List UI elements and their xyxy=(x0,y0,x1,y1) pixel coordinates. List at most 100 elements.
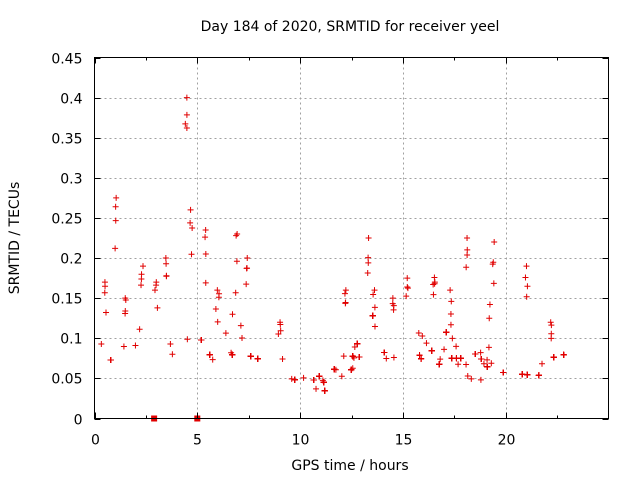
data-point xyxy=(381,349,388,356)
x-axis-label: GPS time / hours xyxy=(291,458,408,474)
data-point xyxy=(291,376,298,383)
data-point xyxy=(229,351,236,358)
data-point xyxy=(239,334,246,341)
data-point xyxy=(107,356,114,363)
data-point xyxy=(187,206,194,213)
data-point xyxy=(356,354,363,361)
data-point xyxy=(491,239,498,246)
data-point xyxy=(277,327,284,334)
data-point xyxy=(103,309,110,316)
data-point xyxy=(423,340,430,347)
data-point xyxy=(184,336,191,343)
data-point xyxy=(254,355,261,362)
data-point xyxy=(316,373,323,380)
data-point xyxy=(122,296,129,303)
data-point xyxy=(489,261,496,268)
data-point xyxy=(550,354,557,361)
data-point xyxy=(120,343,127,350)
chart-title: Day 184 of 2020, SRMTID for receiver yee… xyxy=(201,19,500,35)
data-point xyxy=(448,355,455,362)
data-point xyxy=(441,346,448,353)
data-point xyxy=(464,235,471,241)
data-point xyxy=(138,282,145,289)
data-point xyxy=(183,125,190,132)
data-point xyxy=(332,366,339,373)
data-point xyxy=(430,281,437,288)
data-point xyxy=(310,376,317,383)
data-point xyxy=(464,252,471,259)
data-point xyxy=(404,283,411,290)
data-point xyxy=(212,306,219,313)
data-point xyxy=(453,343,460,350)
data-point xyxy=(153,282,160,289)
data-point xyxy=(182,120,189,127)
data-point xyxy=(237,322,244,329)
data-point xyxy=(351,343,358,350)
data-point xyxy=(430,291,437,298)
data-point xyxy=(447,287,454,294)
axis-ticks xyxy=(94,57,609,420)
y-tick-label: 0.15 xyxy=(51,292,82,308)
data-point xyxy=(187,219,194,226)
data-point xyxy=(539,360,546,367)
data-point xyxy=(102,283,109,290)
data-point xyxy=(477,376,484,383)
data-point xyxy=(331,366,338,373)
data-point xyxy=(371,304,378,311)
data-point xyxy=(300,374,307,381)
data-point xyxy=(447,321,454,328)
data-point xyxy=(169,351,176,358)
data-point xyxy=(140,263,147,270)
y-tick-label: 0.25 xyxy=(51,212,82,228)
data-point xyxy=(522,274,529,281)
data-point xyxy=(183,94,190,101)
data-point xyxy=(354,340,361,347)
data-point xyxy=(122,310,129,317)
plot-frame xyxy=(94,57,609,419)
x-tick-label: 10 xyxy=(292,433,310,449)
data-point xyxy=(486,315,493,322)
data-point xyxy=(189,224,196,231)
data-point xyxy=(209,356,216,363)
data-point xyxy=(348,366,355,373)
data-point xyxy=(112,217,119,224)
data-point xyxy=(535,372,542,379)
data-point xyxy=(163,272,170,279)
data-point xyxy=(463,361,470,368)
data-point xyxy=(463,264,470,271)
grid-lines xyxy=(94,57,609,419)
data-point xyxy=(371,323,378,330)
data-point xyxy=(247,353,254,360)
data-point xyxy=(112,245,119,252)
data-point xyxy=(478,355,485,362)
x-tick-label: 15 xyxy=(395,433,413,449)
x-tick-label: 5 xyxy=(193,433,202,449)
data-point xyxy=(437,356,444,363)
data-point xyxy=(132,342,139,349)
data-point xyxy=(244,255,251,262)
data-point xyxy=(98,341,105,348)
data-point xyxy=(243,281,250,288)
data-point xyxy=(449,335,456,342)
data-point xyxy=(341,290,348,297)
data-point xyxy=(313,385,320,392)
data-point xyxy=(188,251,195,258)
data-point xyxy=(464,246,471,253)
data-point xyxy=(468,375,475,382)
data-point xyxy=(472,350,479,357)
data-point xyxy=(202,279,209,286)
y-axis-label: SRMTID / TECUs xyxy=(7,182,23,295)
data-point xyxy=(113,194,120,201)
data-point xyxy=(436,361,443,368)
data-point xyxy=(229,311,236,318)
data-point xyxy=(418,355,425,362)
data-point xyxy=(404,285,411,292)
data-point xyxy=(138,276,145,283)
data-point xyxy=(389,295,396,302)
data-point xyxy=(548,322,555,329)
data-point xyxy=(202,226,209,233)
data-point xyxy=(214,318,221,325)
data-point xyxy=(222,330,229,337)
data-point xyxy=(183,111,190,118)
